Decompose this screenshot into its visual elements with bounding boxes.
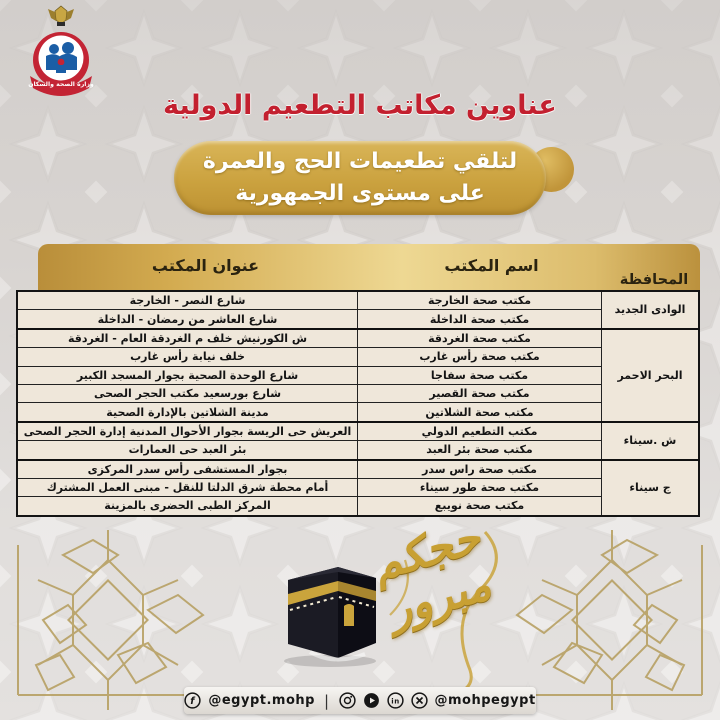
table-row: ج سيناء مكتب صحة راس سدر بجوار المستشفى رأ…: [16, 458, 700, 517]
youtube-icon: [363, 692, 380, 709]
geometric-ornament-left: [17, 530, 208, 710]
office-name-cell: مكتب صحة راس سدر: [357, 458, 602, 479]
header-governorate: المحافظة: [619, 272, 689, 288]
table-row: مكتب صحة نويبع المركز الطبى الحضرى بالمزي…: [16, 496, 699, 517]
linkedin-icon: in: [386, 692, 404, 709]
calligraphy-flourish: [389, 531, 498, 694]
office-address-cell: أمام محطة شرق الدلتا للنقل - مبنى العمل …: [16, 477, 358, 498]
offices-table: عنوان المكتب اسم المكتب المحافظة الوادى …: [16, 244, 700, 517]
office-address-cell: شارع النصر - الخارجة: [16, 290, 358, 311]
office-name-cell: مكتب صحة نويبع: [357, 496, 602, 517]
table-row: مكتب صحة القصير شارع بورسعيد مكتب الحجر ا…: [16, 383, 699, 404]
office-name-cell: مكتب صحة الداخلة: [357, 309, 602, 330]
facebook-icon: f: [184, 692, 201, 709]
page-title: عناوين مكاتب التطعيم الدولية: [163, 90, 557, 121]
kaaba-illustration: [284, 567, 376, 667]
office-address-cell: ش الكورنيش خلف م الغردقة العام - الغردقة: [16, 327, 358, 349]
ministry-name-ribbon: وزارة الصحة والسكان: [28, 81, 94, 88]
x-icon: [410, 692, 428, 709]
office-name-cell: مكتب صحة بئر العبد: [357, 440, 602, 461]
social-footer: f @egypt.mohp | in @mohpegypt: [184, 687, 536, 714]
office-address-cell: المركز الطبى الحضرى بالمزينة: [16, 496, 358, 517]
office-address-cell: خلف نيابة رأس غارب: [16, 347, 358, 367]
general-handle: @mohpegypt: [434, 693, 536, 708]
ministry-logo: وزارة الصحة والسكان: [16, 4, 106, 110]
family-icon: [46, 42, 77, 73]
subtitle-line-1: لتلقي تطعيمات الحج والعمرة: [202, 149, 518, 175]
table-row: مكتب صحة سفاجا شارع الوحدة الصحية بجوار ا…: [16, 365, 699, 385]
governorate-cell: ج سيناء: [601, 458, 700, 517]
facebook-handle: @egypt.mohp: [208, 693, 315, 708]
table-row: ش .سيناء مكتب التطعيم الدولي العريش حى الر…: [16, 420, 700, 461]
subtitle-line-2: على مستوى الجمهورية: [235, 181, 485, 206]
table-row: مكتب صحة رأس غارب خلف نيابة رأس غارب: [16, 347, 699, 367]
office-name-cell: مكتب التطعيم الدولي: [357, 420, 602, 442]
table-row: مكتب صحة طور سيناء أمام محطة شرق الدلتا ل…: [16, 477, 699, 498]
office-address-cell: بجوار المستشفى رأس سدر المركزى: [16, 458, 358, 479]
office-name-cell: مكتب صحة الشلاتين: [357, 402, 602, 423]
geometric-ornament-right: [512, 530, 703, 710]
office-name-cell: مكتب صحة طور سيناء: [357, 477, 602, 498]
footer-separator: |: [323, 691, 330, 710]
office-address-cell: بئر العبد حى العمارات: [16, 440, 358, 461]
header-office-name: اسم المكتب: [444, 256, 539, 275]
office-address-cell: شارع العاشر من رمضان - الداخلة: [16, 309, 358, 330]
governorate-cell: الوادى الجديد: [601, 290, 700, 330]
subtitle-banner: لتلقي تطعيمات الحج والعمرة على مستوى الج…: [174, 141, 546, 215]
office-name-cell: مكتب صحة الخارجة: [357, 290, 602, 311]
instagram-icon: [338, 692, 356, 709]
table-row: مكتب صحة بئر العبد بئر العبد حى العمارات: [16, 440, 699, 461]
office-address-cell: مدينة الشلاتين بالإدارة الصحية: [16, 402, 358, 423]
offices-table-body: الوادى الجديد مكتب صحة الخارجة شارع النصر …: [16, 290, 700, 517]
table-header-band: عنوان المكتب اسم المكتب المحافظة: [38, 244, 700, 290]
office-name-cell: مكتب صحة القصير: [357, 383, 602, 404]
office-address-cell: شارع بورسعيد مكتب الحجر الصحى: [16, 383, 358, 404]
table-row: البحر الاحمر مكتب صحة الغردقة ش الكورنيش خ…: [16, 327, 700, 423]
governorate-cell: ش .سيناء: [601, 420, 700, 461]
table-row: مكتب صحة الشلاتين مدينة الشلاتين بالإدارة…: [16, 402, 699, 423]
office-address-cell: شارع الوحدة الصحية بجوار المسجد الكبير: [16, 365, 358, 385]
svg-text:f: f: [191, 696, 197, 707]
governorate-cell: البحر الاحمر: [601, 327, 700, 423]
svg-text:in: in: [391, 698, 399, 706]
office-address-cell: العريش حى الريسة بجوار الأحوال المدنية إ…: [16, 420, 358, 442]
table-row: مكتب صحة الداخلة شارع العاشر من رمضان - ا…: [16, 309, 699, 330]
office-name-cell: مكتب صحة رأس غارب: [357, 347, 602, 367]
table-row: الوادى الجديد مكتب صحة الخارجة شارع النصر …: [16, 290, 700, 330]
office-name-cell: مكتب صحة الغردقة: [357, 327, 602, 349]
eagle-icon: [48, 5, 74, 26]
office-name-cell: مكتب صحة سفاجا: [357, 365, 602, 385]
header-office-address: عنوان المكتب: [151, 256, 260, 275]
